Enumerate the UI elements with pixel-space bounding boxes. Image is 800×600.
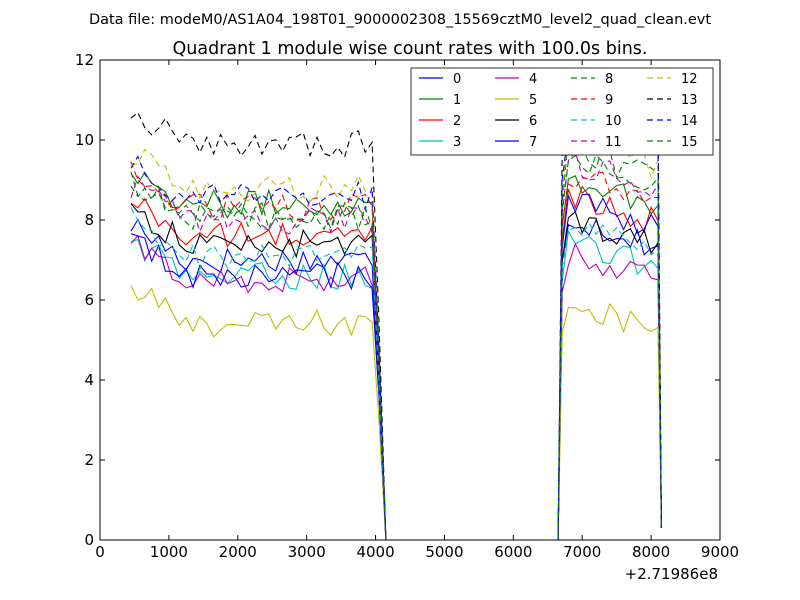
y-tick-label: 12 — [75, 51, 94, 69]
legend-label-7: 7 — [529, 135, 537, 150]
series-line-5 — [130, 285, 662, 540]
series-line-8 — [130, 136, 662, 540]
x-tick-label: 3000 — [288, 543, 326, 561]
series-line-15 — [130, 154, 662, 540]
legend-label-11: 11 — [605, 135, 622, 150]
legend-label-3: 3 — [453, 135, 461, 150]
x-tick-label: 8000 — [632, 543, 670, 561]
y-tick-label: 8 — [84, 211, 94, 229]
chart-title: Quadrant 1 module wise count rates with … — [173, 39, 648, 59]
x-tick-label: 2000 — [219, 543, 257, 561]
legend-label-5: 5 — [529, 93, 537, 108]
legend-label-6: 6 — [529, 114, 537, 129]
x-tick-label: 5000 — [425, 543, 463, 561]
legend-label-8: 8 — [605, 72, 613, 87]
y-tick-label: 6 — [84, 291, 94, 309]
series-line-11 — [130, 150, 662, 540]
series-line-2 — [130, 185, 662, 540]
legend-label-0: 0 — [453, 72, 461, 87]
series-line-6 — [130, 203, 662, 540]
legend-label-12: 12 — [681, 72, 698, 87]
y-tick-label: 4 — [84, 371, 94, 389]
x-tick-label: 6000 — [494, 543, 532, 561]
legend-label-13: 13 — [681, 93, 698, 108]
y-tick-label: 0 — [84, 531, 94, 549]
legend-label-1: 1 — [453, 93, 461, 108]
x-tick-label: 0 — [95, 543, 105, 561]
series-line-1 — [130, 171, 662, 540]
x-tick-label: 9000 — [701, 543, 739, 561]
x-tick-label: 1000 — [150, 543, 188, 561]
series-line-7 — [130, 193, 662, 540]
figure-suptitle: Data file: modeM0/AS1A04_198T01_90000023… — [89, 12, 711, 28]
x-tick-label: 4000 — [356, 543, 394, 561]
series-line-10 — [130, 207, 662, 540]
series-layer — [130, 75, 662, 540]
legend-label-14: 14 — [681, 114, 698, 129]
legend-label-9: 9 — [605, 93, 613, 108]
legend-label-10: 10 — [605, 114, 622, 129]
series-line-0 — [130, 218, 662, 540]
series-line-3 — [130, 229, 662, 540]
y-tick-label: 2 — [84, 451, 94, 469]
series-line-9 — [130, 161, 662, 540]
x-axis: 0 1000 2000 3000 4000 5000 6000 7000 8000 9000 — [95, 60, 739, 561]
legend-label-2: 2 — [453, 114, 461, 129]
y-tick-label: 10 — [75, 131, 94, 149]
legend-label-15: 15 — [681, 135, 698, 150]
x-axis-offset-label: +2.71986e8 — [625, 565, 718, 583]
x-tick-label: 7000 — [563, 543, 601, 561]
legend-label-4: 4 — [529, 72, 537, 87]
